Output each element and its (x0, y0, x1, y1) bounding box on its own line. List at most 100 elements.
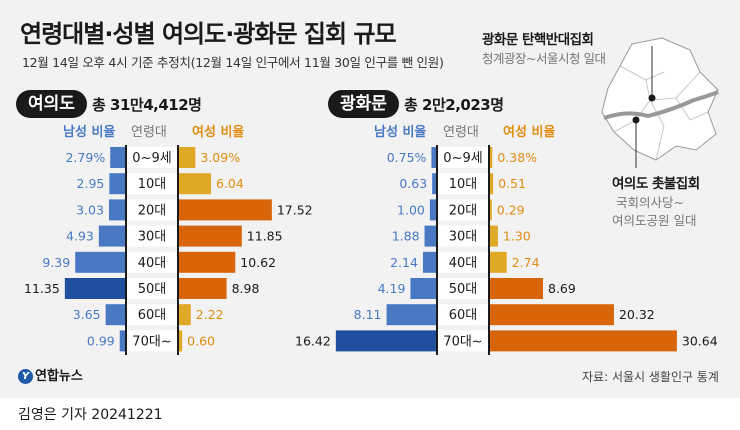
yeouido-age-box (127, 147, 177, 168)
gwanghwamun-female-value-label: 1.30 (503, 229, 531, 244)
gwanghwamun-age-label: 10대 (449, 177, 478, 192)
yeouido-female-bar (179, 330, 183, 352)
gwanghwamun-age-label: 50대 (449, 282, 478, 297)
gwanghwamun-female-value-label: 8.69 (548, 281, 576, 296)
yeouido-male-bar (109, 173, 125, 195)
gwanghwamun-female-value-label: 30.64 (682, 333, 718, 348)
gwanghwamun-male-bar (422, 251, 436, 273)
yeouido-female-value-label: 2.22 (196, 307, 224, 322)
yeouido-female-value-label: 8.98 (232, 281, 260, 296)
yeouido-map-label: 여의도 촛불집회 (612, 176, 700, 192)
gwanghwamun-age-box (438, 251, 488, 273)
yeouido-male-value-label: 4.93 (66, 229, 94, 244)
gwanghwamun-male-bar (410, 278, 436, 299)
author-credit: 김영은 기자 20241221 (18, 407, 163, 423)
gwanghwamun-age-box (438, 199, 488, 221)
yeouido-female-value-label: 0.60 (187, 333, 215, 348)
gwanghwamun-male-header: 남성 비율 (374, 125, 427, 140)
yeouido-age-box (127, 173, 177, 195)
yeouido-male-value-label: 3.03 (76, 202, 104, 217)
gwanghwamun-male-bar (335, 330, 436, 352)
gwanghwamun-female-value-label: 0.38% (497, 150, 537, 165)
gwanghwamun-female-bar (490, 173, 494, 195)
gwanghwamun-map-label: 광화문 탄핵반대집회 (482, 32, 594, 48)
yeouido-age-box (127, 199, 177, 221)
gwanghwamun-female-header: 여성 비율 (503, 125, 556, 140)
gwanghwamun-female-bar (490, 278, 544, 299)
yeouido-age-box (127, 251, 177, 273)
yeouido-age-label: 40대 (138, 256, 167, 271)
yeouido-female-bar (179, 173, 212, 195)
yeouido-female-bar (179, 199, 272, 221)
yeouido-female-value-label: 17.52 (277, 202, 313, 217)
yeouido-male-value-label: 3.65 (73, 307, 101, 322)
yeouido-age-label: 30대 (138, 230, 167, 245)
chart-title: 연령대별·성별 여의도·광화문 집회 규모 (20, 20, 397, 48)
yeouido-male-bar (98, 225, 125, 247)
yeouido-male-bar (108, 199, 125, 221)
gwanghwamun-male-bar (386, 304, 436, 326)
yeouido-male-value-label: 11.35 (24, 281, 60, 296)
yeouido-age-label: 70대~ (132, 334, 171, 349)
gwanghwamun-map-sublabel: 청계광장~서울시청 일대 (482, 51, 606, 66)
gwanghwamun-marker (648, 94, 656, 102)
gwanghwamun-male-bar (431, 147, 436, 168)
yeouido-male-bar (105, 304, 125, 326)
yonhap-logo-text: 연합뉴스 (35, 369, 83, 384)
gwanghwamun-female-value-label: 0.51 (498, 176, 526, 191)
gwanghwamun-female-value-label: 2.74 (512, 255, 540, 270)
gwanghwamun-male-value-label: 1.88 (392, 229, 420, 244)
yeouido-age-box (127, 225, 177, 247)
gwanghwamun-age-box (438, 225, 488, 247)
yeouido-female-value-label: 6.04 (216, 176, 244, 191)
gwanghwamun-age-label: 70대~ (443, 334, 482, 349)
yeouido-female-bar (179, 251, 236, 273)
gwanghwamun-male-bar (429, 199, 436, 221)
yeouido-marker (632, 116, 640, 124)
yeouido-female-value-label: 11.85 (247, 229, 283, 244)
yeouido-male-bar (110, 147, 125, 168)
yeouido-age-box (127, 278, 177, 299)
gwanghwamun-age-label: 40대 (449, 256, 478, 271)
yeouido-male-value-label: 0.99 (87, 333, 115, 348)
yeouido-age-label: 20대 (138, 203, 167, 218)
yeouido-female-header: 여성 비율 (192, 125, 245, 140)
yeouido-male-axis (125, 145, 127, 355)
population-chart: 0~9세 2.79% 3.09% 10대 2.95 6.04 20대 3.03 17.52 30대… (24, 37, 719, 352)
yonhap-logo: Y 연합뉴스 (18, 365, 83, 384)
yeouido-male-bar (119, 330, 125, 352)
yonhap-logo-icon: Y (18, 369, 33, 384)
gwanghwamun-age-label: 0~9세 (443, 151, 482, 166)
yeouido-female-bar (179, 304, 191, 326)
yeouido-female-bar (179, 278, 227, 299)
yeouido-map-sublabel-1: 국회의사당~ (616, 195, 684, 210)
gwanghwamun-female-bar (490, 251, 507, 273)
yeouido-female-value-label: 3.09% (200, 150, 240, 165)
gwanghwamun-age-label: 30대 (449, 230, 478, 245)
gwanghwamun-male-value-label: 0.63 (399, 176, 427, 191)
gwanghwamun-female-bar (490, 304, 614, 326)
gwanghwamun-male-value-label: 0.75% (387, 150, 427, 165)
source-note: 자료: 서울시 생활인구 통계 (582, 370, 719, 384)
gwanghwamun-male-value-label: 4.19 (378, 281, 406, 296)
chart-subtitle: 12월 14일 오후 4시 기준 추정치(12월 14일 인구에서 11월 30… (22, 55, 444, 70)
gwanghwamun-age-header: 연령대 (443, 125, 479, 140)
yeouido-age-header: 연령대 (131, 125, 167, 140)
yeouido-female-axis (177, 145, 179, 355)
yeouido-map-sublabel-2: 여의도공원 일대 (612, 213, 697, 228)
gwanghwamun-male-value-label: 8.11 (354, 307, 382, 322)
yeouido-age-label: 50대 (138, 282, 167, 297)
gwanghwamun-age-box (438, 278, 488, 299)
gwanghwamun-female-bar (490, 225, 498, 247)
gwanghwamun-age-box (438, 330, 488, 352)
yeouido-age-box (127, 330, 177, 352)
gwanghwamun-total: 총 2만2,023명 (404, 96, 504, 114)
yeouido-male-bar (75, 251, 125, 273)
yeouido-age-box (127, 304, 177, 326)
gwanghwamun-location-pill: 광화문 (328, 90, 399, 118)
gwanghwamun-male-bar (424, 225, 436, 247)
yeouido-male-value-label: 2.79% (65, 150, 105, 165)
yeouido-female-value-label: 10.62 (240, 255, 276, 270)
gwanghwamun-female-bar (490, 147, 493, 168)
yeouido-location-pill: 여의도 (16, 90, 87, 118)
